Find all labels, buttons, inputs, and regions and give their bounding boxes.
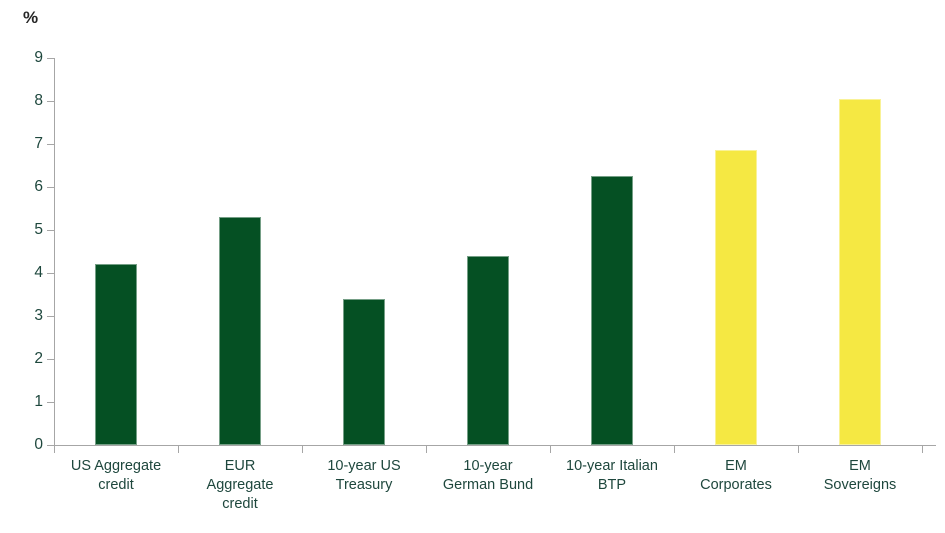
bar-em-sovereigns bbox=[839, 99, 881, 445]
x-category-label-line: Sovereigns bbox=[823, 477, 897, 493]
x-category-label-line: credit bbox=[98, 477, 134, 493]
x-category-label-line: 10-year bbox=[463, 458, 513, 474]
y-axis-unit-label: % bbox=[23, 8, 39, 27]
x-axis-tick bbox=[54, 446, 55, 453]
x-category-label-line: US Aggregate bbox=[70, 458, 162, 474]
x-category-label-line: credit bbox=[222, 496, 258, 512]
y-tick-label: 5 bbox=[34, 221, 43, 238]
x-axis-tick bbox=[426, 446, 427, 453]
x-axis-tick bbox=[302, 446, 303, 453]
x-category-label-line: EM bbox=[725, 458, 747, 474]
y-axis-tick bbox=[47, 316, 54, 317]
y-axis-tick bbox=[47, 273, 54, 274]
x-category-label: EUR Aggregate credit bbox=[165, 457, 315, 514]
x-axis-tick bbox=[798, 446, 799, 453]
y-axis-tick bbox=[47, 187, 54, 188]
x-category-label: EM Corporates bbox=[661, 457, 811, 495]
y-axis-tick bbox=[47, 144, 54, 145]
bar-10-year-german-bund bbox=[467, 256, 509, 445]
y-axis-tick bbox=[47, 402, 54, 403]
x-axis-tick bbox=[178, 446, 179, 453]
y-axis-tick bbox=[47, 230, 54, 231]
x-axis-tick bbox=[550, 446, 551, 453]
y-tick-label: 9 bbox=[34, 49, 43, 66]
y-axis-tick bbox=[47, 58, 54, 59]
bar-us-aggregate-credit bbox=[95, 264, 137, 445]
x-category-label: 10-year US Treasury bbox=[289, 457, 439, 495]
y-tick-label: 6 bbox=[34, 178, 43, 195]
x-axis-tick bbox=[674, 446, 675, 453]
x-category-label-line: EM bbox=[849, 458, 871, 474]
x-category-label: US Aggregate credit bbox=[41, 457, 191, 495]
y-tick-label: 0 bbox=[34, 436, 43, 453]
bar-10-year-italian-btp bbox=[591, 176, 633, 445]
x-category-label-line: 10-year US bbox=[327, 458, 401, 474]
bar-em-corporates bbox=[715, 150, 757, 445]
x-category-label: 10-year German Bund bbox=[413, 457, 563, 495]
x-category-label-line: 10-year Italian bbox=[566, 458, 658, 474]
bar-10-year-us-treasury bbox=[343, 299, 385, 445]
x-category-label: 10-year Italian BTP bbox=[537, 457, 687, 495]
x-category-label-line: German Bund bbox=[442, 477, 534, 493]
x-category-label-line: Treasury bbox=[335, 477, 393, 493]
y-tick-label: 2 bbox=[34, 350, 43, 367]
x-category-label-line: BTP bbox=[597, 477, 627, 493]
x-axis-tick bbox=[922, 446, 923, 453]
y-axis-tick bbox=[47, 359, 54, 360]
y-axis-line bbox=[54, 58, 55, 446]
x-category-label: EM Sovereigns bbox=[785, 457, 935, 495]
y-axis-tick bbox=[47, 445, 54, 446]
y-tick-label: 7 bbox=[34, 135, 43, 152]
y-tick-label: 8 bbox=[34, 92, 43, 109]
y-tick-label: 3 bbox=[34, 307, 43, 324]
x-category-label-line: Aggregate bbox=[206, 477, 274, 493]
y-tick-label: 4 bbox=[34, 264, 43, 281]
x-category-label-line: EUR bbox=[224, 458, 256, 474]
x-category-label-line: Corporates bbox=[700, 477, 772, 493]
x-axis-line bbox=[54, 445, 936, 446]
y-tick-label: 1 bbox=[34, 393, 43, 410]
y-axis-tick bbox=[47, 101, 54, 102]
bar-eur-aggregate-credit bbox=[219, 217, 261, 445]
